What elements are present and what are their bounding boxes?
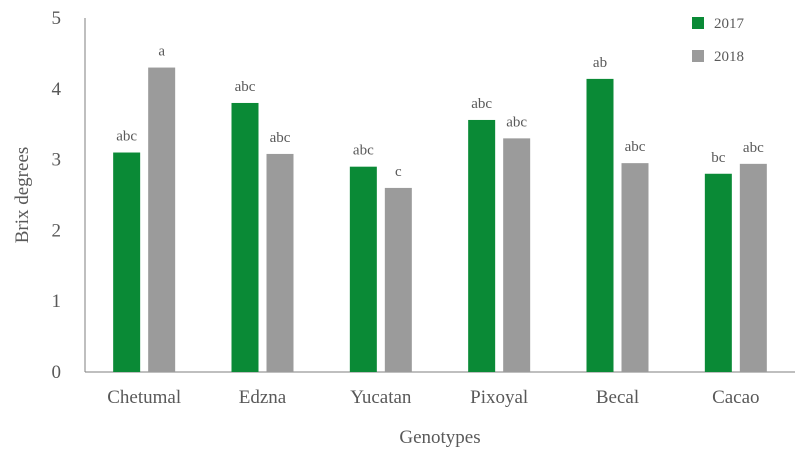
bar-data-label: a [158,44,165,60]
bar-2018-pixoyal [503,138,531,372]
bar-data-label: abc [506,114,527,130]
y-tick-label: 5 [52,8,62,29]
x-category-label: Chetumal [107,387,181,408]
bar-2017-pixoyal [468,119,496,373]
y-tick-label: 1 [52,291,62,312]
y-tick-label: 3 [52,150,62,171]
y-tick-label: 0 [52,362,62,383]
legend-label: 2017 [714,16,745,32]
bar-2018-cacao [739,163,767,372]
bar-marks [113,67,767,373]
x-category-labels: Chetumal Edzna Yucatan Pixoyal Becal Cacao [107,387,759,408]
bar-2017-cacao [704,173,732,372]
x-category-label: Yucatan [350,387,412,408]
bar-data-label: abc [743,140,764,156]
bar-data-label: bc [711,150,726,166]
legend: 2017 2018 [692,16,745,65]
bar-2018-yucatan [384,187,412,372]
y-tick-label: 2 [52,220,62,241]
bar-2018-edzna [266,153,294,372]
bar-data-label: ab [593,55,607,71]
bar-2017-becal [586,78,614,372]
x-category-label: Becal [596,387,639,408]
y-tick-labels: 0 1 2 3 4 5 [52,8,62,383]
bar-2017-yucatan [349,166,377,372]
legend-swatch-2017 [692,17,704,29]
legend-swatch-2018 [692,50,704,62]
bar-2018-becal [621,163,649,372]
bar-2017-edzna [231,102,259,373]
x-category-label: Pixoyal [470,387,528,408]
legend-label: 2018 [714,49,744,65]
x-category-label: Cacao [712,387,759,408]
bar-data-label: abc [235,79,256,95]
bar-data-label: c [395,164,402,180]
x-category-label: Edzna [239,387,287,408]
y-tick-label: 4 [52,79,62,100]
x-axis-title: Genotypes [399,427,480,448]
bar-data-label: abc [625,139,646,155]
bar-data-label: abc [270,130,291,146]
bar-data-label: abc [353,143,374,159]
bar-2018-chetumal [148,67,176,372]
bar-2017-chetumal [113,152,141,372]
bar-data-label: abc [471,96,492,112]
bar-data-label: abc [116,129,137,145]
y-axis-title: Brix degrees [12,147,33,244]
